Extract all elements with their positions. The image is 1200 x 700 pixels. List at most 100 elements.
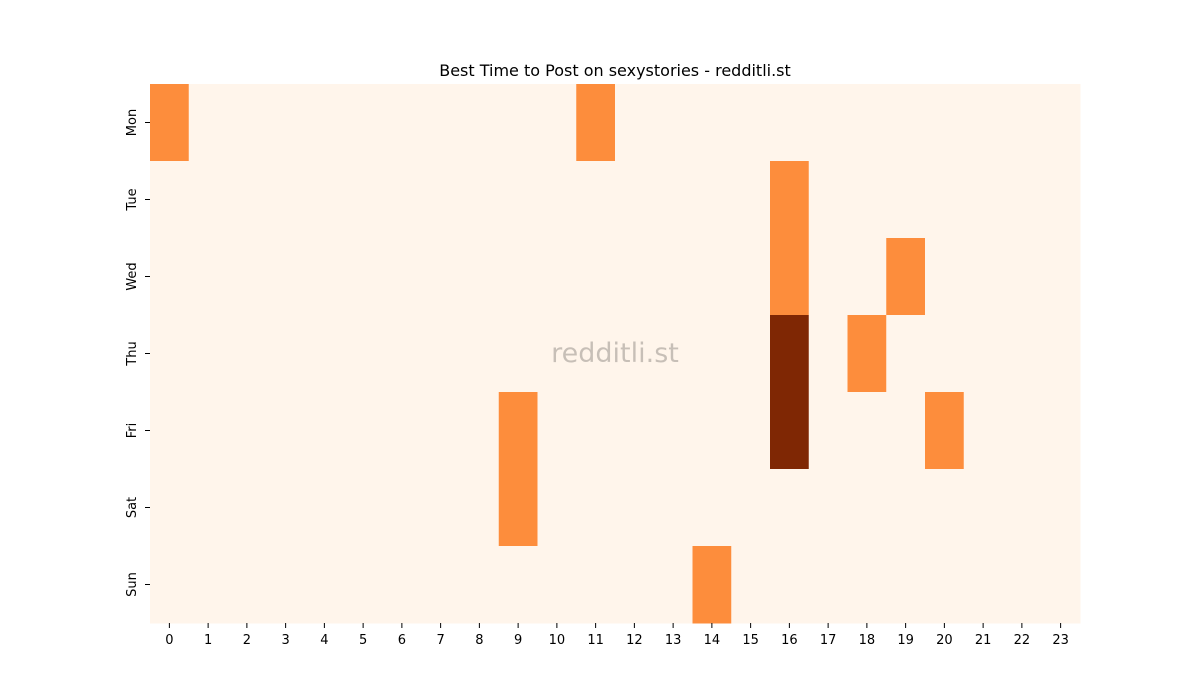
heatmap-cell-thu-18	[847, 315, 887, 393]
heatmap-cell-fri-0	[150, 392, 190, 470]
heatmap-cell-wed-2	[227, 238, 267, 316]
heatmap-cell-sat-19	[886, 469, 926, 547]
heatmap-cell-sun-18	[847, 546, 887, 624]
heatmap-cell-tue-14	[692, 161, 732, 239]
y-tick-label-fri: Fri	[125, 423, 140, 439]
heatmap-cell-sat-1	[188, 469, 228, 547]
heatmap-cell-sat-4	[305, 469, 345, 547]
heatmap-cell-sat-3	[266, 469, 306, 547]
x-tick-label-8: 8	[475, 633, 483, 648]
heatmap-cell-tue-10	[537, 161, 577, 239]
heatmap-cell-sun-11	[576, 546, 616, 624]
y-tick-label-mon: Mon	[125, 109, 140, 136]
x-tick-label-15: 15	[742, 633, 759, 648]
heatmap-cell-tue-16	[770, 161, 810, 239]
heatmap-cell-tue-20	[925, 161, 965, 239]
heatmap-cell-sun-4	[305, 546, 345, 624]
x-tick-label-4: 4	[320, 633, 328, 648]
heatmap-cell-thu-10	[537, 315, 577, 393]
heatmap-cell-fri-17	[808, 392, 848, 470]
heatmap-cell-wed-21	[963, 238, 1003, 316]
heatmap-cell-wed-15	[731, 238, 771, 316]
heatmap-cell-fri-22	[1002, 392, 1042, 470]
x-tick-label-11: 11	[587, 633, 604, 648]
y-tick-label-tue: Tue	[125, 188, 140, 211]
heatmap-cell-sat-20	[925, 469, 965, 547]
heatmap-cell-sun-8	[460, 546, 500, 624]
heatmap-cell-sun-17	[808, 546, 848, 624]
x-tick-label-16: 16	[781, 633, 798, 648]
heatmap-cell-sun-5	[343, 546, 383, 624]
y-tick-label-sat: Sat	[125, 497, 140, 518]
y-tick-label-thu: Thu	[125, 341, 140, 366]
heatmap-cell-wed-13	[653, 238, 693, 316]
heatmap-cell-mon-22	[1002, 84, 1042, 162]
heatmap-cell-sat-18	[847, 469, 887, 547]
x-tick-label-14: 14	[704, 633, 721, 648]
heatmap-cell-tue-22	[1002, 161, 1042, 239]
heatmap-cell-sat-21	[963, 469, 1003, 547]
heatmap-cell-sun-3	[266, 546, 306, 624]
heatmap-cell-mon-4	[305, 84, 345, 162]
heatmap-cell-sun-1	[188, 546, 228, 624]
heatmap-cell-thu-4	[305, 315, 345, 393]
heatmap-cell-tue-23	[1041, 161, 1081, 239]
heatmap-cell-tue-8	[460, 161, 500, 239]
heatmap-cell-fri-21	[963, 392, 1003, 470]
heatmap-cell-sun-13	[653, 546, 693, 624]
heatmap-cell-sun-9	[498, 546, 538, 624]
x-tick-label-2: 2	[243, 633, 251, 648]
heatmap-cell-sun-2	[227, 546, 267, 624]
heatmap-cell-sat-16	[770, 469, 810, 547]
heatmap-cell-thu-23	[1041, 315, 1081, 393]
heatmap-cell-tue-21	[963, 161, 1003, 239]
heatmap-cell-sat-23	[1041, 469, 1081, 547]
heatmap-cell-thu-8	[460, 315, 500, 393]
heatmap-cell-mon-15	[731, 84, 771, 162]
heatmap-cell-tue-12	[615, 161, 655, 239]
x-tick-label-0: 0	[165, 633, 173, 648]
heatmap-cell-tue-0	[150, 161, 190, 239]
heatmap-cell-sat-0	[150, 469, 190, 547]
heatmap-cell-thu-0	[150, 315, 190, 393]
heatmap-cell-mon-1	[188, 84, 228, 162]
x-tick-label-23: 23	[1052, 633, 1069, 648]
heatmap-cell-wed-16	[770, 238, 810, 316]
x-axis: 0 1 2 3 4 5 6 7 8 9 10 11 12 13 14 15 16 17 18 19 20 21 22 23	[165, 623, 1069, 648]
x-tick-label-22: 22	[1014, 633, 1031, 648]
heatmap-cell-thu-17	[808, 315, 848, 393]
x-tick-label-1: 1	[204, 633, 212, 648]
heatmap-cell-mon-11	[576, 84, 616, 162]
heatmap-cell-wed-22	[1002, 238, 1042, 316]
heatmap-cell-wed-1	[188, 238, 228, 316]
heatmap-cell-mon-9	[498, 84, 538, 162]
heatmap-cell-fri-12	[615, 392, 655, 470]
heatmap-cell-sun-16	[770, 546, 810, 624]
heatmap-cell-tue-5	[343, 161, 383, 239]
heatmap-cell-thu-3	[266, 315, 306, 393]
x-tick-label-19: 19	[897, 633, 914, 648]
x-tick-label-10: 10	[549, 633, 566, 648]
heatmap-cell-thu-19	[886, 315, 926, 393]
heatmap-cell-mon-19	[886, 84, 926, 162]
heatmap-cell-thu-13	[653, 315, 693, 393]
heatmap-cell-thu-2	[227, 315, 267, 393]
heatmap-cell-mon-23	[1041, 84, 1081, 162]
heatmap-cell-fri-23	[1041, 392, 1081, 470]
heatmap-cell-fri-1	[188, 392, 228, 470]
heatmap-cell-sun-12	[615, 546, 655, 624]
heatmap-cell-thu-22	[1002, 315, 1042, 393]
x-tick-label-20: 20	[936, 633, 953, 648]
heatmap-cell-sun-20	[925, 546, 965, 624]
heatmap-cell-mon-8	[460, 84, 500, 162]
heatmap-cell-fri-9	[498, 392, 538, 470]
heatmap-cell-fri-5	[343, 392, 383, 470]
heatmap-cell-wed-9	[498, 238, 538, 316]
x-tick-label-21: 21	[975, 633, 992, 648]
heatmap-cell-sat-9	[498, 469, 538, 547]
heatmap-cell-sat-5	[343, 469, 383, 547]
heatmap-cell-sun-7	[421, 546, 461, 624]
heatmap-cell-tue-9	[498, 161, 538, 239]
heatmap-cell-sat-6	[382, 469, 422, 547]
heatmap-cell-sat-14	[692, 469, 732, 547]
